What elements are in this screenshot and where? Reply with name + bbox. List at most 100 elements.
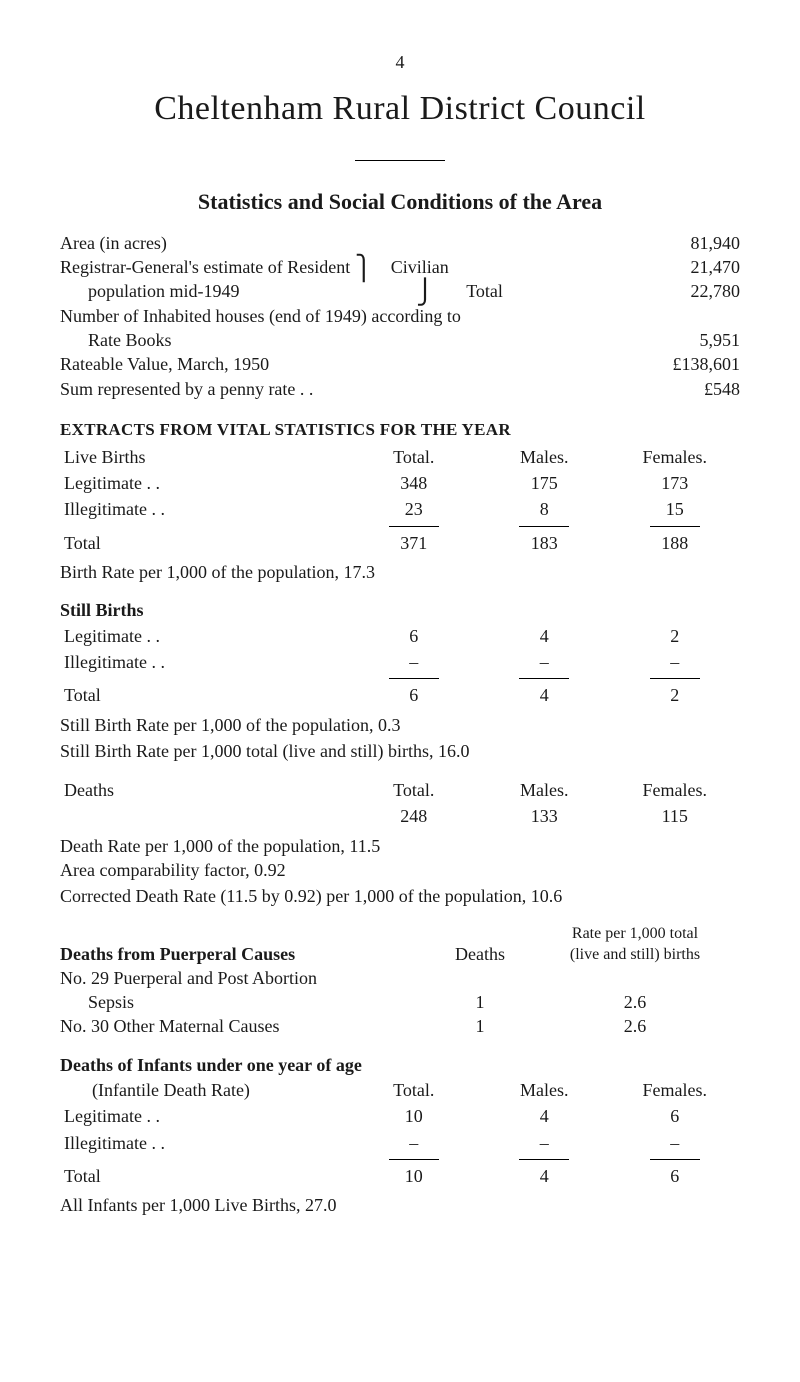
cell: 23 xyxy=(348,496,479,522)
infant-rate: All Infants per 1,000 Live Births, 27.0 xyxy=(60,1193,740,1217)
r1-label: No. 29 Puerperal and Post Abortion xyxy=(60,966,740,990)
inhab-line2: Rate Books xyxy=(60,328,620,352)
rg-line1: Registrar-General's estimate of Resident xyxy=(60,257,350,277)
cell: 175 xyxy=(479,470,610,496)
extracts-heading: EXTRACTS FROM VITAL STATISTICS FOR THE Y… xyxy=(60,419,740,442)
r2-deaths: 1 xyxy=(430,1014,530,1038)
total-label: Total xyxy=(466,281,503,301)
col-total: Total. xyxy=(348,1077,479,1103)
stat-sum: Sum represented by a penny rate . . £548 xyxy=(60,377,740,401)
cell: – xyxy=(609,649,740,675)
table-row-total: Total 6 4 2 xyxy=(60,682,740,708)
cell: 183 xyxy=(479,530,610,556)
brace-icon: ⎫ xyxy=(355,263,373,275)
stat-label: Area (in acres) xyxy=(60,231,620,255)
puerperal-header: Deaths from Puerperal Causes Deaths Rate… xyxy=(60,923,740,966)
death-rate-1: Death Rate per 1,000 of the population, … xyxy=(60,834,740,858)
title-divider xyxy=(355,160,445,161)
stat-label: Rateable Value, March, 1950 xyxy=(60,352,620,376)
cell: 115 xyxy=(609,803,740,829)
cell: 4 xyxy=(479,1103,610,1129)
r1-rate: 2.6 xyxy=(530,990,740,1014)
civilian-label: Civilian xyxy=(391,257,449,277)
r2-rate: 2.6 xyxy=(530,1014,740,1038)
r1-label2: Sepsis xyxy=(60,990,430,1014)
stat-value: 5,951 xyxy=(620,328,740,352)
stat-inhabited: Number of Inhabited houses (end of 1949)… xyxy=(60,304,740,353)
stat-value: 21,470 xyxy=(620,255,740,279)
stat-label: population mid-1949 ⎭ Total xyxy=(60,279,620,303)
row-label: Illegitimate . . xyxy=(60,1130,348,1156)
cell: 6 xyxy=(609,1163,740,1189)
cell: – xyxy=(479,649,610,675)
deaths-table: Deaths Total. Males. Females. 248 133 11… xyxy=(60,777,740,830)
col-males: Males. xyxy=(479,777,610,803)
infant-sub: (Infantile Death Rate) xyxy=(64,1080,250,1100)
cell: – xyxy=(348,649,479,675)
birth-rate: Birth Rate per 1,000 of the population, … xyxy=(60,560,740,584)
stat-area: Area (in acres) 81,940 xyxy=(60,231,740,255)
row-label: Legitimate . . xyxy=(60,1103,348,1129)
cell: 10 xyxy=(348,1163,479,1189)
r2-label: No. 30 Other Maternal Causes xyxy=(60,1014,430,1038)
table-row-rule xyxy=(60,523,740,530)
cell: 4 xyxy=(479,682,610,708)
col-rate: Rate per 1,000 total (live and still) bi… xyxy=(530,923,740,966)
stat-value: £138,601 xyxy=(620,352,740,376)
cell: 10 xyxy=(348,1103,479,1129)
cell: 6 xyxy=(348,682,479,708)
death-rate-3: Corrected Death Rate (11.5 by 0.92) per … xyxy=(60,884,740,908)
stat-label: Registrar-General's estimate of Resident… xyxy=(60,255,620,279)
cell: 4 xyxy=(479,1163,610,1189)
col-total: Total. xyxy=(348,777,479,803)
table-row-total: Total 371 183 188 xyxy=(60,530,740,556)
live-births-heading: Live Births xyxy=(60,444,348,470)
stat-rg-civilian: Registrar-General's estimate of Resident… xyxy=(60,255,740,279)
puerperal-row-1: No. 29 Puerperal and Post Abortion Sepsi… xyxy=(60,966,740,1015)
table-row-rule xyxy=(60,1156,740,1163)
rg-line2: population mid-1949 xyxy=(60,281,240,301)
still-birth-rate-2: Still Birth Rate per 1,000 total (live a… xyxy=(60,739,740,763)
cell: – xyxy=(609,1130,740,1156)
table-row: Illegitimate . . – – – xyxy=(60,1130,740,1156)
table-row: Legitimate . . 6 4 2 xyxy=(60,623,740,649)
cell: 8 xyxy=(479,496,610,522)
cell: 173 xyxy=(609,470,740,496)
stat-rg-total: population mid-1949 ⎭ Total 22,780 xyxy=(60,279,740,303)
cell: 6 xyxy=(348,623,479,649)
infant-heading: Deaths of Infants under one year of age xyxy=(60,1053,740,1077)
stat-value: 22,780 xyxy=(620,279,740,303)
cell: 6 xyxy=(609,1103,740,1129)
row-label: Illegitimate . . xyxy=(60,649,348,675)
row-label: Total xyxy=(60,530,348,556)
stat-label: Sum represented by a penny rate . . xyxy=(60,377,620,401)
row-label: Legitimate . . xyxy=(60,623,348,649)
cell: 15 xyxy=(609,496,740,522)
col-females: Females. xyxy=(609,444,740,470)
death-rate-2: Area comparability factor, 0.92 xyxy=(60,858,740,882)
col-females: Females. xyxy=(609,777,740,803)
cell: 371 xyxy=(348,530,479,556)
stat-value: £548 xyxy=(620,377,740,401)
rate-line2: (live and still) births xyxy=(570,946,700,963)
cell: 2 xyxy=(609,682,740,708)
cell: 248 xyxy=(348,803,479,829)
row-label: Legitimate . . xyxy=(60,470,348,496)
table-row: Legitimate . . 10 4 6 xyxy=(60,1103,740,1129)
row-label: Total xyxy=(60,1163,348,1189)
r1-deaths: 1 xyxy=(430,990,530,1014)
still-births-table: Legitimate . . 6 4 2 Illegitimate . . – … xyxy=(60,623,740,709)
table-row: 248 133 115 xyxy=(60,803,740,829)
table-row: Legitimate . . 348 175 173 xyxy=(60,470,740,496)
table-row-rule xyxy=(60,675,740,682)
col-total: Total. xyxy=(348,444,479,470)
stat-value: 81,940 xyxy=(620,231,740,255)
deaths-heading: Deaths xyxy=(60,777,348,803)
table-row-total: Total 10 4 6 xyxy=(60,1163,740,1189)
cell: 348 xyxy=(348,470,479,496)
cell: – xyxy=(348,1130,479,1156)
page-number: 4 xyxy=(60,50,740,74)
row-label: Illegitimate . . xyxy=(60,496,348,522)
inhab-line1: Number of Inhabited houses (end of 1949)… xyxy=(60,304,740,328)
col-deaths: Deaths xyxy=(430,942,530,966)
